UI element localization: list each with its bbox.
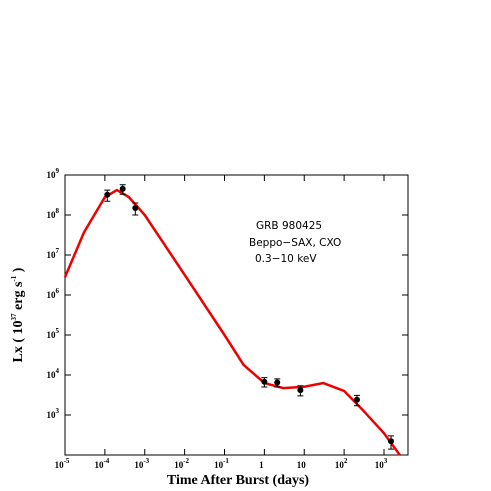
y-label-part: ): [11, 267, 26, 276]
tick-base: 10: [375, 460, 385, 470]
tick-label: 103: [375, 457, 388, 470]
tick-base: 10: [47, 250, 57, 260]
tick-power: 5: [56, 327, 60, 335]
y-label-sup: -1: [10, 275, 18, 281]
tick-label: 107: [47, 247, 60, 260]
data-point: [297, 387, 304, 394]
tick-base: 10: [47, 370, 57, 380]
tick-base: 10: [214, 460, 224, 470]
tick-power: 9: [56, 167, 60, 175]
tick-label: 10-4: [94, 457, 109, 470]
y-axis-label: Lx ( 1037 erg s-1 ): [10, 267, 26, 362]
tick-label: 109: [47, 167, 60, 180]
tick-label: 105: [47, 327, 60, 340]
tick-power: -5: [64, 457, 70, 465]
tick-base: 10: [174, 460, 184, 470]
tick-label: 10-2: [174, 457, 189, 470]
tick-power: 7: [56, 247, 60, 255]
tick-power: 3: [384, 457, 388, 465]
y-label-part: erg s: [11, 281, 26, 313]
tick-base: 10: [134, 460, 144, 470]
tick-power: 3: [56, 407, 60, 415]
data-point: [104, 191, 111, 198]
tick-base: 10: [47, 410, 57, 420]
tick-base: 10: [47, 210, 57, 220]
tick-base: 10: [47, 330, 57, 340]
tick-label: 10-5: [55, 457, 70, 470]
plot-frame: [64, 174, 409, 456]
tick-base: 10: [47, 170, 57, 180]
tick-base: 10: [335, 460, 345, 470]
tick-label: 104: [47, 367, 60, 380]
data-point: [261, 378, 268, 385]
annotation: GRB 980425: [256, 220, 322, 232]
tick-power: -1: [223, 457, 229, 465]
annotation: 0.3−10 keV: [255, 253, 317, 265]
tick-power: -3: [143, 457, 149, 465]
annotation: Beppo−SAX, CXO: [249, 237, 341, 249]
tick-label: 106: [47, 287, 60, 300]
tick-base: 10: [55, 460, 65, 470]
tick-base: 10: [47, 290, 57, 300]
tick-label: 102: [335, 457, 348, 470]
tick-power: 8: [56, 207, 60, 215]
data-point: [353, 396, 360, 403]
tick-power: 6: [56, 287, 60, 295]
tick-label: 1: [259, 460, 264, 470]
y-label-part: Lx ( 10: [11, 320, 26, 362]
tick-base: 1: [259, 460, 264, 470]
tick-label: 10-1: [214, 457, 229, 470]
data-point: [119, 185, 126, 192]
tick-power: -4: [103, 457, 109, 465]
tick-base: 10: [297, 460, 307, 470]
y-label-sup: 37: [10, 313, 18, 321]
data-point: [388, 438, 395, 445]
tick-label: 10: [297, 460, 307, 470]
tick-power: 4: [56, 367, 60, 375]
x-axis-label: Time After Burst (days): [167, 473, 310, 488]
data-point: [132, 204, 139, 211]
tick-label: 103: [47, 407, 60, 420]
data-point: [274, 379, 281, 386]
tick-base: 10: [94, 460, 104, 470]
tick-power: 2: [344, 457, 348, 465]
model-curve: [63, 188, 401, 456]
tick-label: 108: [47, 207, 60, 220]
tick-label: 10-3: [134, 457, 149, 470]
tick-power: -2: [183, 457, 189, 465]
